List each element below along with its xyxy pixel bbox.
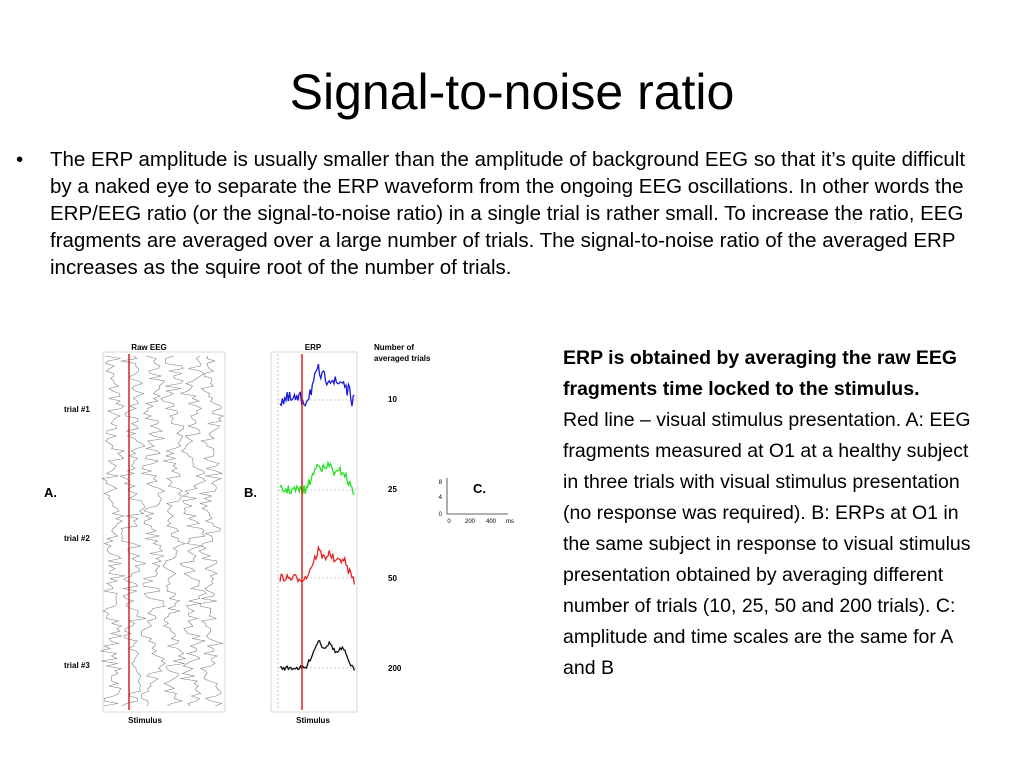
panel-b-frame: [270, 351, 358, 713]
raw-eeg-traces: [100, 355, 225, 707]
panel-c-y-tick-8: 8: [439, 480, 443, 486]
bullet-text: The ERP amplitude is usually smaller tha…: [50, 148, 966, 279]
raw-eeg-trace: [198, 355, 225, 707]
panel-b-count-200: 200: [388, 664, 402, 673]
panel-b-letter: B.: [244, 485, 257, 500]
panel-b-count-header-line1: Number of: [374, 343, 414, 352]
erp-figure: Raw EEG A. trial #1 trial #2 trial #3 St…: [0, 330, 560, 740]
erp-trace: [279, 363, 355, 407]
raw-eeg-trace: [160, 355, 187, 707]
panel-a-trial-label-1: trial #1: [64, 405, 90, 414]
raw-eeg-trace: [179, 355, 207, 707]
panel-c-letter: C.: [473, 481, 486, 496]
panel-b-count-10: 10: [388, 395, 397, 404]
panel-a-footer: Stimulus: [128, 716, 162, 725]
raw-eeg-trace: [119, 355, 146, 707]
panel-c-y-tick-4: 4: [439, 495, 443, 501]
panel-c-y-tick-0: 0: [439, 512, 443, 518]
erp-figure-svg: Raw EEG A. trial #1 trial #2 trial #3 St…: [44, 343, 514, 725]
panel-b-count-header-line2: averaged trials: [374, 354, 431, 363]
erp-trace: [279, 544, 356, 585]
panel-b-count-25: 25: [388, 485, 397, 494]
caption-body: Red line – visual stimulus presentation.…: [563, 409, 971, 679]
panel-c-x-tick-400: 400: [486, 519, 497, 525]
panel-a-trial-label-2: trial #2: [64, 534, 90, 543]
figure-caption: ERP is obtained by averaging the raw EEG…: [563, 343, 983, 684]
erp-trace: [279, 639, 356, 672]
panel-a-header: Raw EEG: [131, 343, 167, 352]
raw-eeg-trace: [100, 355, 126, 707]
caption-heading: ERP is obtained by averaging the raw EEG…: [563, 347, 958, 400]
erp-trace: [279, 460, 355, 495]
panel-c-x-unit: ms: [506, 519, 514, 525]
bullet-marker: •: [16, 148, 24, 171]
panel-a-letter: A.: [44, 485, 57, 500]
panel-c-x-tick-0: 0: [447, 519, 451, 525]
panel-c-x-tick-200: 200: [465, 519, 476, 525]
slide-title: Signal-to-noise ratio: [289, 64, 735, 120]
panel-b-count-50: 50: [388, 574, 397, 583]
raw-eeg-trace: [140, 355, 166, 707]
panel-b-header: ERP: [305, 343, 322, 352]
panel-a-trial-label-3: trial #3: [64, 661, 90, 670]
panel-b-footer: Stimulus: [296, 716, 330, 725]
panel-a-frame: [102, 351, 226, 713]
erp-traces: [278, 363, 356, 672]
